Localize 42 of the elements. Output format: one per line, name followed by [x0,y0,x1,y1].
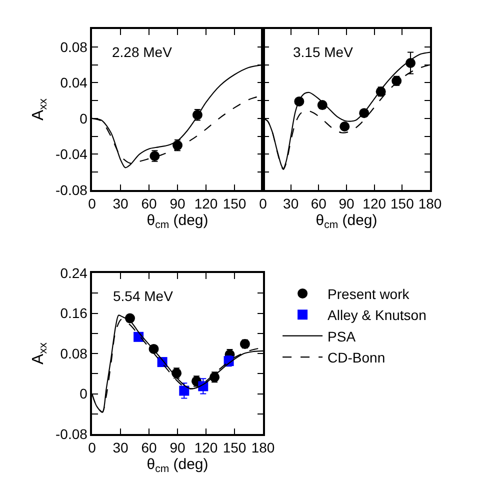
legend-label: CD-Bonn [328,350,386,366]
x-tick-label: 0 [259,196,268,212]
x-axis-title: θ$_{cm}$ (deg) [146,212,208,232]
y-tick-label: -0.08 [56,426,88,442]
x-tick-label: 180 [251,440,275,456]
x-tick-label: 90 [338,196,354,212]
y-tick-label: 0.16 [60,305,88,322]
annotation: 2.28 MeV [112,44,173,60]
x-axis-title: θ$_{cm}$ (deg) [316,212,378,232]
x-tick-label: 150 [222,440,246,456]
x-tick-label: 30 [112,196,128,212]
x-tick-label: 60 [310,196,327,212]
x-tick-label: 150 [222,196,246,212]
x-tick-label: 90 [170,440,186,456]
annotation: 3.15 MeV [293,44,354,60]
y-tick-label: 0.08 [60,38,88,55]
x-tick-label: 120 [194,196,218,212]
y-tick-label: 0 [80,110,88,126]
x-tick-label: 120 [194,440,218,456]
x-tick-label: 180 [418,196,442,212]
y-tick-label: 0.08 [60,345,88,362]
legend-label: Alley & Knutson [328,307,426,324]
legend-label: PSA [328,328,356,344]
x-axis-title: θ$_{cm}$ (deg) [146,456,208,476]
x-tick-label: 30 [112,440,128,456]
y-tick-label: -0.08 [56,182,88,198]
y-tick-label: -0.04 [56,146,88,162]
x-tick-label: 60 [141,196,157,212]
point [317,100,328,110]
point [340,121,350,132]
y-tick-label: 0.04 [60,74,88,91]
x-tick-label: 120 [362,196,386,212]
annotation: 5.54 MeV [113,288,174,304]
x-tick-label: 60 [141,440,157,456]
x-tick-label: 150 [390,196,414,212]
x-tick-label: 90 [170,196,186,212]
point [179,386,190,396]
x-tick-label: 30 [283,196,299,212]
legend-label: Present work [328,286,410,302]
y-tick-label: 0.24 [60,264,88,281]
y-tick-label: 0 [80,386,88,402]
point [125,313,135,324]
